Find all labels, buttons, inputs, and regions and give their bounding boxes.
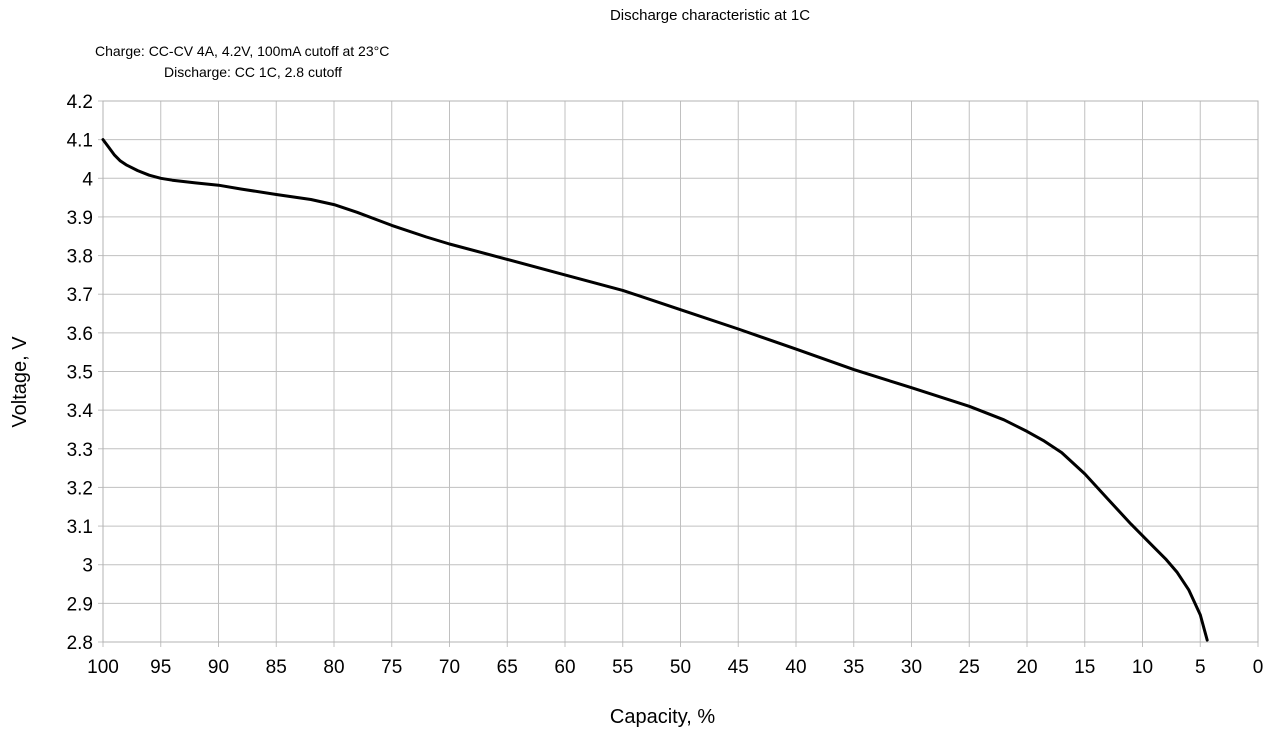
y-tick-label: 3.4 xyxy=(67,401,94,422)
grid xyxy=(98,100,1259,647)
x-tick-label: 60 xyxy=(554,657,575,678)
x-tick-label: 15 xyxy=(1074,657,1095,678)
y-tick-label: 4.2 xyxy=(67,92,93,113)
y-tick-label: 3.8 xyxy=(67,247,93,268)
x-tick-label: 85 xyxy=(266,657,287,678)
y-tick-label: 3.1 xyxy=(67,517,93,538)
discharge-curve xyxy=(101,138,1209,642)
x-tick-label: 40 xyxy=(785,657,806,678)
x-tick-label: 0 xyxy=(1253,657,1264,678)
charge-annotation: Charge: CC-CV 4A, 4.2V, 100mA cutoff at … xyxy=(95,43,390,59)
y-tick-label: 4.1 xyxy=(67,131,93,152)
y-axis-label: Voltage, V xyxy=(9,336,31,428)
x-tick-label: 10 xyxy=(1132,657,1153,678)
y-tick-label: 4 xyxy=(82,169,93,190)
plot-frame xyxy=(102,100,1259,643)
chart-title: Discharge characteristic at 1C xyxy=(609,7,811,24)
y-tick-label: 3.2 xyxy=(67,478,93,499)
x-tick-label: 50 xyxy=(670,657,691,678)
x-tick-label: 95 xyxy=(150,657,171,678)
y-tick-label: 3.7 xyxy=(67,285,93,306)
y-tick-label: 3.6 xyxy=(67,324,93,345)
x-tick-label: 70 xyxy=(439,657,460,678)
y-tick-label: 3.9 xyxy=(67,208,93,229)
x-tick-label: 75 xyxy=(381,657,402,678)
series-layer xyxy=(101,138,1209,642)
x-axis-label: Capacity, % xyxy=(609,706,716,728)
y-tick-label: 2.9 xyxy=(67,594,93,615)
discharge-annotation: Discharge: CC 1C, 2.8 cutoff xyxy=(164,64,342,80)
y-tick-label: 3.5 xyxy=(67,363,93,384)
x-tick-label: 65 xyxy=(497,657,518,678)
x-tick-label: 25 xyxy=(959,657,980,678)
x-tick-label: 55 xyxy=(612,657,633,678)
tick-labels: 100 95 90 85 80 75 70 65 60 55 50 45 40 35 30 25 20 15 10 5… xyxy=(67,92,1264,678)
y-tick-label: 3 xyxy=(82,556,93,577)
x-tick-label: 35 xyxy=(843,657,864,678)
x-tick-label: 90 xyxy=(208,657,229,678)
x-tick-label: 5 xyxy=(1195,657,1206,678)
x-tick-label: 30 xyxy=(901,657,922,678)
y-tick-label: 3.3 xyxy=(67,440,93,461)
y-tick-label: 2.8 xyxy=(67,633,93,654)
x-tick-label: 100 xyxy=(87,657,119,678)
x-tick-label: 20 xyxy=(1016,657,1037,678)
x-tick-label: 45 xyxy=(728,657,749,678)
x-tick-label: 80 xyxy=(323,657,344,678)
